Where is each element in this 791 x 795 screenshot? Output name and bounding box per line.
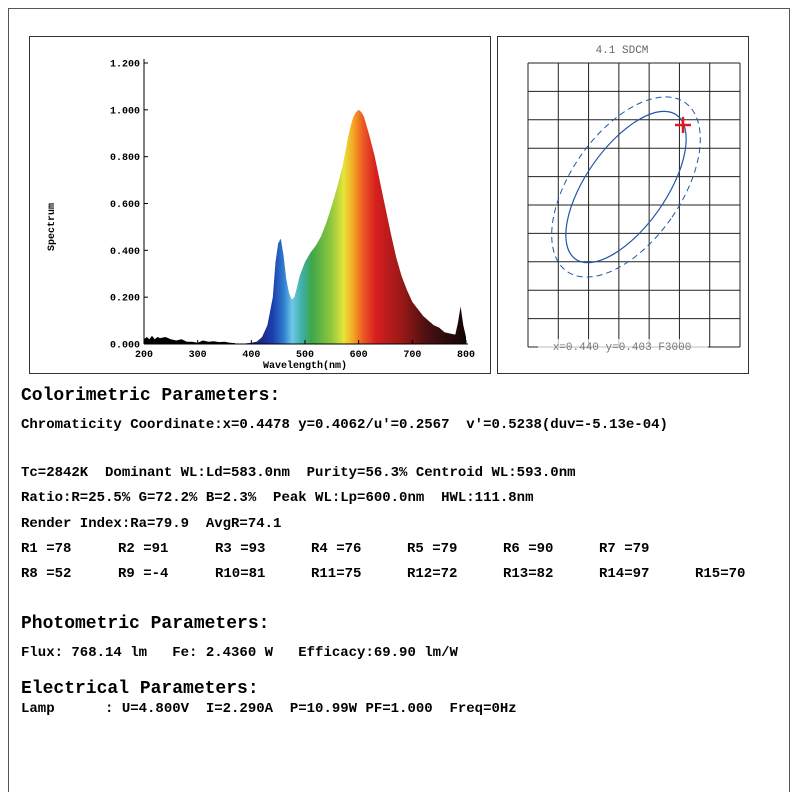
spectrum-chart: 0.000 0.200 0.400 0.600 0.800 1.000 1.200 200 30…: [47, 59, 475, 372]
r-value: R1 =78: [21, 541, 72, 557]
x-tick-label: 400: [242, 350, 260, 361]
sdcm-ellipse-outer: [551, 96, 701, 278]
x-tick-label: 300: [189, 350, 207, 361]
r-value: R9 =-4: [118, 566, 169, 582]
r-value: R15=70: [695, 566, 746, 582]
r-value: R5 =79: [407, 541, 458, 557]
r-value: R10=81: [215, 566, 266, 582]
render-index-line: Render Index:Ra=79.9 AvgR=74.1: [21, 516, 282, 532]
x-axis-label: Wavelength(nm): [263, 360, 347, 372]
r-value: R7 =79: [599, 541, 650, 557]
x-tick-label: 500: [296, 350, 314, 361]
y-tick-label: 0.800: [110, 153, 140, 164]
report-frame: [8, 8, 790, 792]
sdcm-label-bg: [582, 42, 662, 56]
r-value: R3 =93: [215, 541, 266, 557]
r-value: R6 =90: [503, 541, 554, 557]
r-value: R12=72: [407, 566, 458, 582]
spectrum-chart-panel: 0.000 0.200 0.400 0.600 0.800 1.000 1.200 200 30…: [29, 36, 491, 374]
sdcm-ellipse-inner: [565, 110, 687, 264]
photometric-heading: Photometric Parameters:: [21, 614, 270, 634]
sdcm-chart: 4.1 SDCM x=0.440 y=0.403 F3000: [527, 42, 741, 354]
y-axis-label: Spectrum: [47, 203, 58, 251]
chromaticity-line: Chromaticity Coordinate:x=0.4478 y=0.406…: [21, 417, 668, 433]
x-tick-label: 200: [135, 350, 153, 361]
spectrum-area: [240, 109, 466, 344]
chromaticity-readout: x=0.440 y=0.403 F3000: [553, 342, 692, 354]
noise-floor-area: [144, 335, 236, 344]
photometric-line: Flux: 768.14 lm Fe: 2.4360 W Efficacy:69…: [21, 645, 458, 661]
r-value: R4 =76: [311, 541, 362, 557]
r-value: R11=75: [311, 566, 362, 582]
y-tick-label: 0.000: [110, 341, 140, 352]
y-tick-label: 1.200: [110, 60, 140, 71]
x-tick-label: 700: [403, 350, 421, 361]
sdcm-label: 4.1 SDCM: [596, 45, 649, 57]
r-value: R13=82: [503, 566, 554, 582]
r-value: R2 =91: [118, 541, 169, 557]
sdcm-chart-panel: 4.1 SDCM x=0.440 y=0.403 F3000: [497, 36, 749, 374]
electrical-heading: Electrical Parameters:: [21, 679, 259, 699]
chromaticity-marker: [675, 117, 691, 133]
r-value: R8 =52: [21, 566, 72, 582]
y-tick-label: 0.400: [110, 247, 140, 258]
y-tick-label: 0.600: [110, 200, 140, 211]
electrical-line: Lamp : U=4.800V I=2.290A P=10.99W PF=1.0…: [21, 701, 517, 717]
tc-line: Tc=2842K Dominant WL:Ld=583.0nm Purity=5…: [21, 465, 576, 481]
x-tick-label: 800: [457, 350, 475, 361]
colorimetric-heading: Colorimetric Parameters:: [21, 386, 281, 406]
readout-bg: [538, 339, 708, 353]
x-tick-label: 600: [350, 350, 368, 361]
y-tick-label: 1.000: [110, 106, 140, 117]
r-value: R14=97: [599, 566, 650, 582]
ratio-line: Ratio:R=25.5% G=72.2% B=2.3% Peak WL:Lp=…: [21, 490, 534, 506]
y-tick-label: 0.200: [110, 294, 140, 305]
